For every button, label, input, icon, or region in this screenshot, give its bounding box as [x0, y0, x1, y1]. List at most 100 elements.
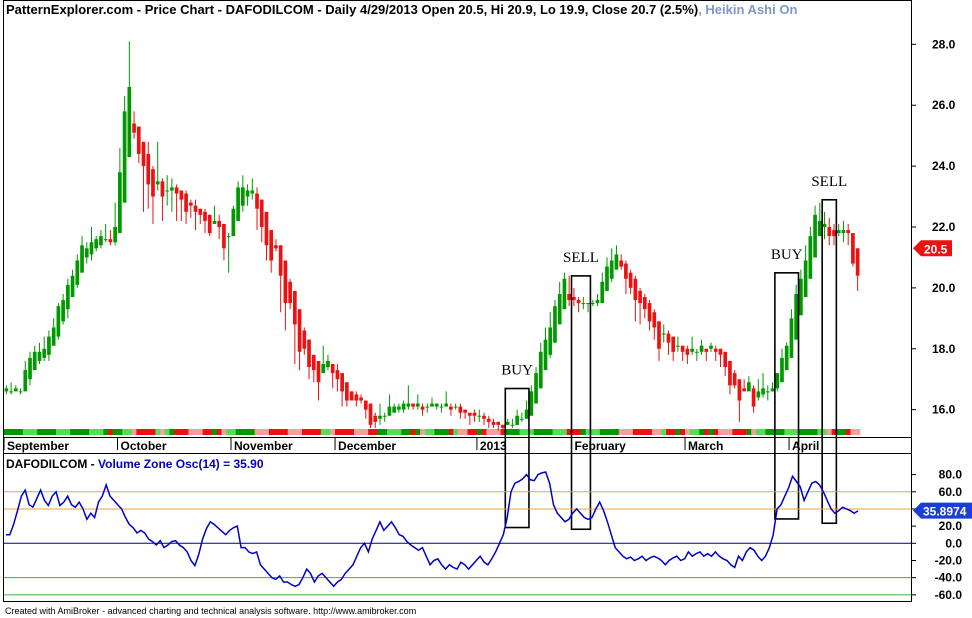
candle-body	[794, 293, 798, 340]
strip-segment	[150, 429, 156, 435]
candle-body	[765, 391, 770, 393]
price-y-axis: 28.0 26.0 24.0 22.0 20.0 18.0 16.0	[911, 37, 956, 417]
strip-segment	[580, 429, 587, 435]
candle-body	[732, 373, 737, 386]
strip-segment	[798, 429, 804, 435]
candle-body	[836, 230, 841, 234]
header-site: PatternExplorer.com	[6, 2, 133, 17]
price-last-value-marker: 20.5	[913, 240, 952, 257]
strip-segment	[543, 429, 549, 435]
strip-segment	[453, 429, 459, 435]
candle-body	[676, 345, 680, 347]
strip-segment	[458, 429, 464, 435]
osc-y-tick-label: 0.0	[945, 536, 962, 550]
strip-segment	[240, 429, 246, 435]
strip-segment	[647, 429, 653, 435]
osc-y-tick-label: -20.0	[935, 553, 963, 567]
indicator-symbol: DAFODILCOM	[6, 457, 87, 471]
strip-segment	[533, 429, 539, 435]
strip-segment	[760, 429, 766, 435]
candle-body	[576, 300, 581, 304]
strip-segment	[495, 429, 501, 435]
candle-body	[179, 190, 184, 200]
strip-segment	[675, 429, 681, 435]
candle-body	[127, 86, 132, 157]
candle-body	[524, 409, 529, 419]
oscillator-last-value-marker: 35.8974	[913, 502, 972, 519]
strip-segment	[779, 429, 785, 435]
strip-segment	[822, 429, 828, 435]
strip-segment	[316, 429, 322, 435]
candle-body	[170, 187, 174, 191]
strip-segment	[287, 429, 293, 435]
candle-body	[411, 403, 415, 407]
strip-segment	[803, 429, 809, 435]
candle-body	[813, 214, 817, 258]
price-y-tick-label: 16.0	[932, 403, 956, 417]
strip-segment	[831, 429, 837, 435]
month-label: September	[7, 439, 69, 453]
candle-body	[141, 141, 146, 167]
candle-body	[80, 245, 84, 273]
strip-segment	[774, 429, 780, 435]
strip-segment	[415, 429, 421, 435]
candle-body	[222, 223, 226, 249]
strip-segment	[278, 429, 284, 435]
candle-body	[70, 275, 75, 298]
candle-body	[226, 236, 231, 238]
strip-segment	[301, 429, 307, 435]
candle-body	[425, 406, 430, 408]
candle-body	[108, 239, 113, 243]
strip-segment	[812, 429, 818, 435]
month-strip	[4, 429, 861, 435]
candle-body	[392, 406, 397, 413]
strip-segment	[528, 429, 534, 435]
candle-body	[430, 403, 434, 407]
candle-body	[354, 394, 359, 401]
strip-segment	[694, 429, 700, 435]
strip-segment	[429, 429, 435, 435]
strip-segment	[476, 429, 482, 435]
candle-body	[316, 360, 321, 383]
strip-segment	[212, 429, 218, 435]
strip-segment	[306, 429, 312, 435]
strip-segment	[557, 429, 563, 435]
candle-body	[136, 126, 141, 154]
strip-segment	[344, 429, 350, 435]
candle-body	[373, 415, 378, 422]
strip-segment	[623, 429, 629, 435]
strip-segment	[37, 429, 43, 435]
candle-body	[690, 348, 694, 352]
strip-segment	[245, 429, 251, 435]
strip-segment	[349, 429, 355, 435]
buy-label: BUY	[771, 247, 803, 263]
candle-body	[680, 345, 685, 352]
candle-body	[420, 406, 425, 410]
strip-segment	[235, 429, 241, 435]
candle-body	[113, 227, 117, 243]
strip-segment	[155, 429, 161, 435]
strip-segment	[70, 429, 76, 435]
candle-body	[231, 208, 236, 237]
candle-body	[335, 370, 340, 380]
buy-label: BUY	[501, 363, 533, 379]
candle-body	[42, 348, 47, 358]
strip-segment	[226, 429, 232, 435]
candle-body	[326, 360, 330, 368]
candle-body	[761, 388, 765, 395]
strip-segment	[164, 429, 170, 435]
candle-body	[330, 363, 335, 374]
strip-segment	[661, 429, 667, 435]
strip-segment	[519, 429, 525, 435]
strip-segment	[60, 429, 66, 435]
signal-box	[821, 198, 838, 525]
strip-segment	[481, 429, 487, 435]
candle-body	[278, 245, 283, 276]
candle-body	[363, 400, 368, 410]
strip-segment	[770, 429, 776, 435]
strip-segment	[160, 429, 166, 435]
strip-segment	[74, 429, 80, 435]
strip-segment	[703, 429, 709, 435]
strip-segment	[448, 429, 454, 435]
header-mode: , Heikin Ashi On	[698, 2, 797, 17]
